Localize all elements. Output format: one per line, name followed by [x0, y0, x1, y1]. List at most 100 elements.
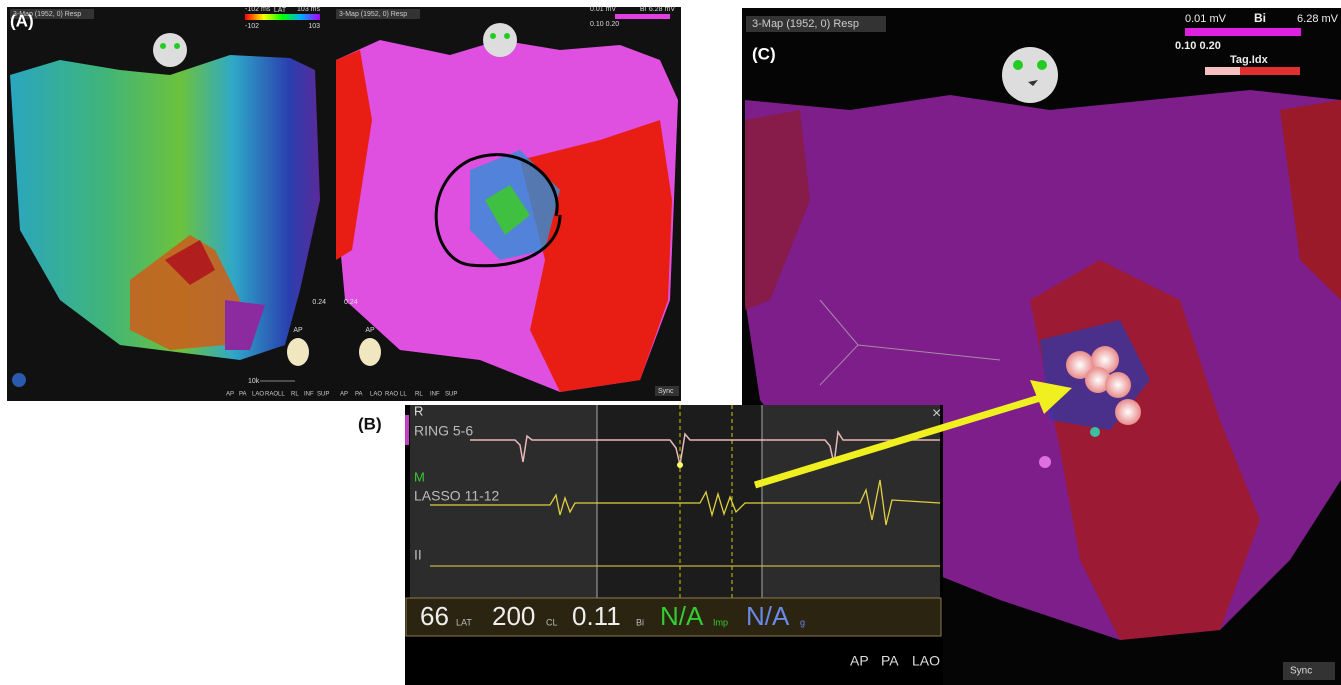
cl-unit: CL — [546, 617, 558, 627]
view-label: LL — [278, 392, 285, 398]
channel-group: M — [414, 469, 425, 484]
legend-max-ms: 103 ms — [297, 6, 320, 13]
view-label: LL — [400, 392, 407, 398]
scale-label: 0.24 — [344, 299, 358, 306]
header-box — [746, 16, 886, 32]
panel-b: R RING 5-6 M LASSO 11-12 II 66 LAT 200 C… — [405, 403, 943, 685]
ablation-tag — [1115, 399, 1141, 425]
cl-value: 200 — [492, 601, 535, 631]
view-buttons: AP PA LAO RAO LL RL INF SUP — [340, 392, 457, 398]
view-buttons: AP PA LAO RAO LL RL INF SUP — [226, 392, 329, 398]
heart-icon — [287, 338, 309, 366]
legend-title: Bi — [640, 6, 647, 13]
legend-title: LAT — [274, 7, 287, 14]
tag-legend-bar — [1205, 67, 1300, 75]
channel-name: RING 5-6 — [414, 423, 473, 439]
sync-button[interactable] — [1283, 662, 1335, 680]
bi-unit: Bi — [636, 617, 644, 627]
tag-legend: Tag.Idx — [1230, 54, 1269, 66]
view-label: LAO — [370, 392, 382, 398]
view-label: INF — [430, 392, 440, 398]
scar-left — [336, 50, 372, 260]
view-label: RL — [291, 392, 299, 398]
voltage-legend-bar — [615, 14, 670, 19]
purple-region — [225, 300, 265, 350]
readout-bar — [405, 597, 942, 637]
late-region — [130, 235, 240, 350]
header-box — [10, 9, 94, 19]
map-header: 3-Map (1952, 0) Resp — [13, 11, 81, 18]
spiral-annotation — [434, 153, 562, 268]
lasso-trace — [430, 479, 941, 526]
lat-map-panel: 3-Map (1952, 0) Resp LAT -102 ms 103 ms … — [7, 6, 333, 401]
force-value: N/A — [746, 601, 790, 631]
channel-name: II — [414, 547, 422, 563]
lat-surface — [10, 55, 320, 360]
latest-region — [165, 240, 215, 285]
ablation-tag — [1105, 372, 1131, 398]
imp-value: N/A — [660, 601, 704, 631]
lat-legend-bar — [245, 14, 320, 20]
ablation-tag — [1066, 351, 1094, 379]
view-label: LAO — [912, 653, 940, 669]
view-label: SUP — [317, 392, 329, 398]
orientation-label: AP — [293, 327, 303, 334]
panel-label: (C) — [752, 44, 776, 63]
arrow — [753, 394, 1042, 489]
view-label: AP — [340, 392, 348, 398]
view-label: AP — [850, 653, 869, 669]
legend-min: 0.01 mV — [1185, 13, 1227, 25]
view-label: PA — [239, 392, 247, 398]
lat-unit: LAT — [456, 617, 472, 627]
map-header: 3-Map (1952, 0) Resp — [752, 18, 859, 30]
view-buttons: AP PA LAO — [850, 653, 940, 669]
border-zone-core — [485, 185, 530, 235]
view-label: INF — [304, 392, 314, 398]
channel-group: R — [414, 403, 423, 418]
legend-min-ms: -102 ms — [245, 6, 271, 13]
legend-max: 6.28 mV — [1297, 13, 1339, 25]
zoom-label: 10k — [248, 378, 260, 385]
header-box — [336, 9, 420, 19]
close-icon[interactable]: × — [932, 405, 941, 422]
view-label: RAO — [385, 392, 398, 398]
view-label: PA — [355, 392, 363, 398]
scar-left — [745, 110, 810, 310]
play-button[interactable] — [12, 373, 26, 387]
lat-value: 66 — [420, 601, 449, 631]
imp-unit: Imp — [713, 617, 728, 627]
view-label: RL — [415, 392, 423, 398]
legend-min: -102 — [245, 23, 259, 30]
map-header: 3-Map (1952, 0) Resp — [339, 11, 407, 18]
orientation-label: AP — [365, 327, 375, 334]
panel-label: (B) — [358, 414, 382, 433]
view-label: LAO — [252, 392, 264, 398]
sync-label: Sync — [658, 388, 674, 395]
panel-label: (A) — [10, 11, 34, 30]
voltage-map-panel: 3-Map (1952, 0) Resp Bi 0.01 mV 6.28 mV … — [333, 6, 681, 401]
view-label: SUP — [445, 392, 457, 398]
orientation-head — [483, 23, 517, 57]
force-unit: g — [800, 617, 805, 627]
scar-right — [1280, 100, 1341, 300]
view-label: RAO — [265, 392, 278, 398]
orientation-head — [1002, 47, 1058, 103]
legend-min: 0.01 mV — [590, 6, 616, 13]
orientation-head — [153, 33, 187, 67]
legend-max: 6.28 mV — [649, 6, 675, 13]
view-label: PA — [881, 653, 899, 669]
scale-label: 0.24 — [312, 299, 326, 306]
legend-title: Bi — [1254, 11, 1266, 25]
channel-name: LASSO 11-12 — [414, 488, 500, 504]
bi-value: 0.11 — [572, 601, 621, 631]
heart-icon — [359, 338, 381, 366]
view-label: AP — [226, 392, 234, 398]
sync-label: Sync — [1290, 666, 1312, 677]
legend-max: 103 — [308, 23, 320, 30]
voltage-legend-bar — [1185, 28, 1301, 36]
legend-range: 0.10 0.20 — [1175, 40, 1221, 52]
legend-range: 0.10 0.20 — [590, 21, 619, 28]
ablation-tag — [1085, 367, 1111, 393]
sync-button[interactable] — [655, 386, 679, 396]
